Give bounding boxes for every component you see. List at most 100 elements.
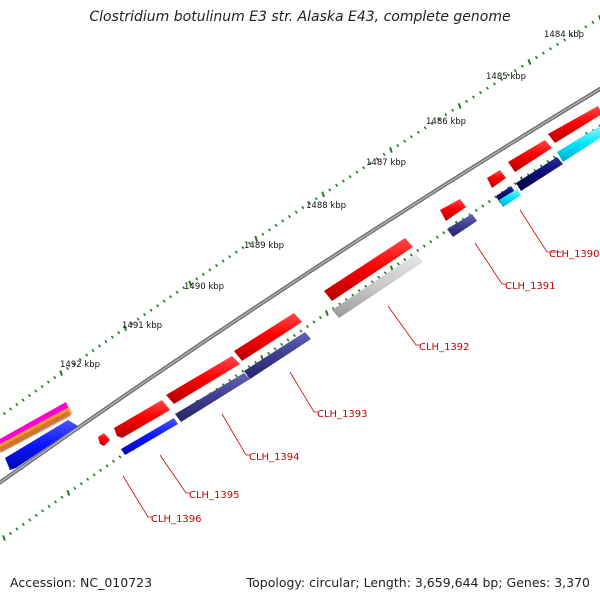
outer-tick-row — [2, 15, 600, 416]
gene-label[interactable]: CLH_1394 — [249, 452, 300, 463]
minor-tick — [442, 231, 446, 235]
minor-tick — [423, 126, 427, 130]
minor-tick — [563, 38, 567, 42]
minor-tick — [437, 117, 441, 121]
major-tick — [389, 147, 393, 153]
minor-tick — [281, 219, 285, 223]
minor-tick — [328, 188, 332, 192]
gene-label[interactable]: CLH_1392 — [419, 342, 470, 353]
accession-text: Accession: NC_010723 — [10, 575, 153, 590]
minor-tick — [485, 86, 489, 90]
minor-tick — [429, 239, 433, 244]
gene-arrow[interactable] — [114, 400, 170, 438]
minor-tick — [195, 277, 199, 281]
minor-tick — [584, 25, 588, 29]
gene-arrow[interactable] — [496, 186, 515, 203]
minor-tick — [162, 299, 166, 303]
minor-tick — [416, 248, 420, 253]
minor-tick — [47, 504, 51, 509]
gene-label[interactable]: CLH_1395 — [189, 490, 240, 501]
major-tick — [321, 191, 325, 198]
left-edge-tracks — [0, 402, 78, 470]
gene-arrow[interactable] — [557, 126, 600, 162]
minor-tick — [541, 51, 545, 55]
gene-arrow[interactable] — [244, 332, 311, 379]
minor-tick — [99, 468, 103, 472]
minor-tick — [403, 139, 407, 143]
minor-tick — [241, 245, 245, 250]
gene-arrow[interactable] — [324, 238, 413, 301]
minor-tick — [314, 197, 318, 201]
minor-tick — [546, 159, 550, 164]
kbp-label: 1486 kbp — [426, 117, 466, 127]
major-tick — [598, 15, 600, 21]
minor-tick — [465, 99, 469, 104]
minor-tick — [499, 77, 503, 82]
minor-tick — [60, 495, 64, 499]
gene-arrow[interactable] — [447, 214, 477, 237]
minor-tick — [92, 473, 96, 477]
minor-tick — [78, 357, 82, 362]
gene-label[interactable]: CLH_1396 — [151, 514, 202, 525]
minor-tick — [254, 360, 258, 365]
kbp-label: 1485 kbp — [486, 72, 526, 82]
minor-tick — [341, 179, 345, 183]
gene-arrow[interactable] — [516, 157, 563, 191]
minor-tick — [72, 362, 76, 366]
minor-tick — [136, 317, 140, 321]
minor-tick — [241, 369, 245, 373]
minor-tick — [175, 290, 179, 294]
gene-arrow[interactable] — [548, 106, 600, 143]
gene-arrow[interactable] — [508, 140, 552, 172]
minor-tick — [105, 464, 109, 468]
minor-tick — [312, 320, 316, 324]
minor-tick — [481, 204, 485, 208]
gene-arrow[interactable] — [440, 199, 466, 221]
minor-tick — [111, 459, 116, 463]
gene-label[interactable]: CLH_1393 — [317, 409, 368, 420]
minor-tick — [228, 254, 232, 259]
genome-backbone — [0, 86, 600, 485]
forward-strand-genes — [98, 106, 600, 446]
gene-arrow[interactable] — [487, 170, 506, 188]
gene-arrow[interactable] — [121, 418, 178, 455]
minor-tick — [416, 130, 420, 134]
gene-arrow[interactable] — [332, 254, 423, 318]
minor-tick — [40, 384, 44, 389]
gene-arrow[interactable] — [234, 313, 302, 361]
major-tick — [188, 280, 193, 287]
minor-tick — [21, 522, 25, 527]
minor-tick — [383, 271, 387, 275]
minor-tick — [444, 113, 448, 117]
minor-tick — [156, 304, 160, 308]
gene-callouts — [122, 209, 562, 518]
minor-tick — [91, 348, 95, 353]
minor-tick — [364, 284, 368, 288]
minor-tick — [355, 170, 359, 174]
minor-tick — [555, 42, 560, 46]
gene-arrow[interactable] — [98, 433, 110, 446]
minor-tick — [348, 174, 352, 179]
minor-tick — [435, 235, 439, 239]
minor-tick — [85, 353, 89, 357]
minor-tick — [27, 393, 32, 398]
minor-tick — [104, 339, 108, 344]
gene-label[interactable]: CLH_1390 — [549, 249, 600, 260]
minor-tick — [409, 135, 413, 139]
minor-tick — [261, 232, 265, 236]
gene-label[interactable]: CLH_1391 — [505, 281, 556, 292]
minor-tick — [422, 244, 426, 248]
minor-tick — [305, 324, 310, 329]
minor-tick — [15, 402, 19, 407]
gene-arrow[interactable] — [499, 189, 521, 207]
minor-tick — [478, 90, 483, 95]
gene-arrow[interactable] — [175, 373, 250, 422]
minor-tick — [267, 351, 271, 356]
major-tick — [527, 58, 532, 65]
gene-arrow[interactable] — [166, 356, 240, 404]
minor-tick — [362, 166, 366, 170]
minor-tick — [299, 329, 303, 333]
minor-tick — [570, 33, 574, 38]
minor-tick — [409, 253, 413, 257]
